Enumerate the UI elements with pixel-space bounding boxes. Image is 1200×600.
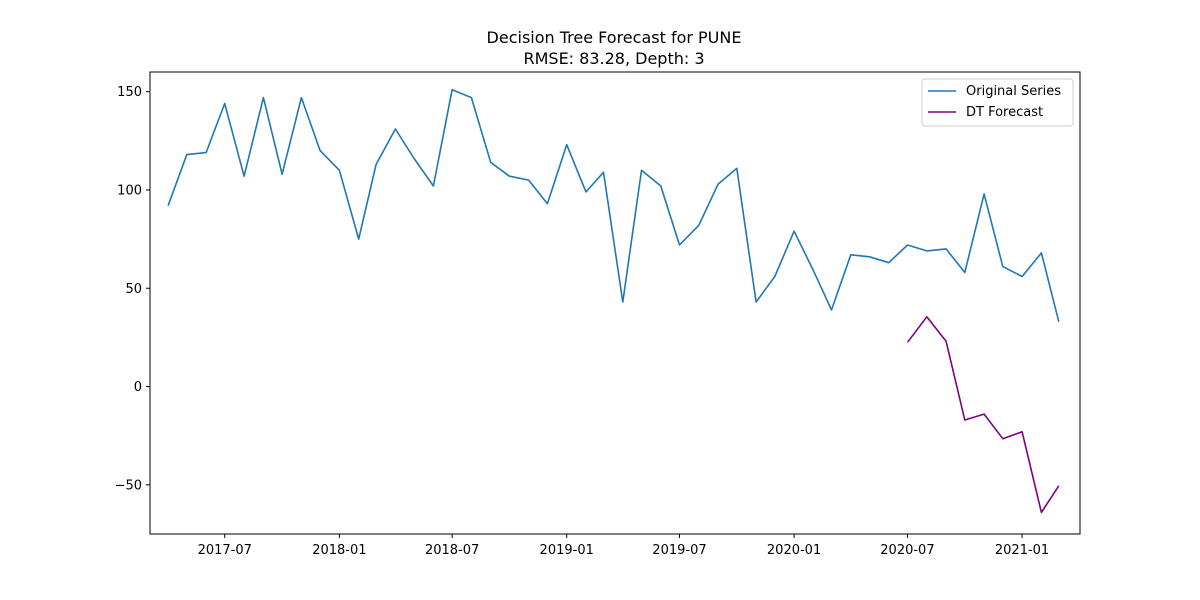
chart-subtitle: RMSE: 83.28, Depth: 3	[523, 49, 704, 68]
y-tick-label: −50	[115, 478, 142, 493]
legend: Original Series DT Forecast	[921, 78, 1074, 127]
x-tick-label: 2020-07	[880, 543, 934, 558]
chart-title: Decision Tree Forecast for PUNE	[487, 28, 742, 47]
x-tick-label: 2019-01	[540, 543, 594, 558]
series-line-dt-forecast	[906, 315, 1060, 514]
axes-frame	[149, 71, 1081, 535]
plot-area: 2017-07 2018-01 2018-07 2019-01 2019-07 2020-…	[115, 71, 1081, 558]
x-tick-label: 2017-07	[198, 543, 252, 558]
series-line-original-series	[167, 88, 1060, 322]
y-tick-label: 50	[125, 282, 142, 297]
legend-frame	[921, 78, 1074, 127]
y-tick-label: 0	[134, 380, 142, 395]
legend-label-original-series: Original Series	[966, 84, 1061, 99]
y-tick-label: 100	[117, 183, 142, 198]
y-tick-label: 150	[117, 85, 142, 100]
x-tick-label: 2018-01	[312, 543, 366, 558]
x-tick-label: 2019-07	[652, 543, 706, 558]
legend-label-dt-forecast: DT Forecast	[966, 105, 1043, 120]
x-tick-label: 2018-07	[425, 543, 479, 558]
x-tick-label: 2020-01	[767, 543, 821, 558]
x-tick-label: 2021-01	[995, 543, 1049, 558]
